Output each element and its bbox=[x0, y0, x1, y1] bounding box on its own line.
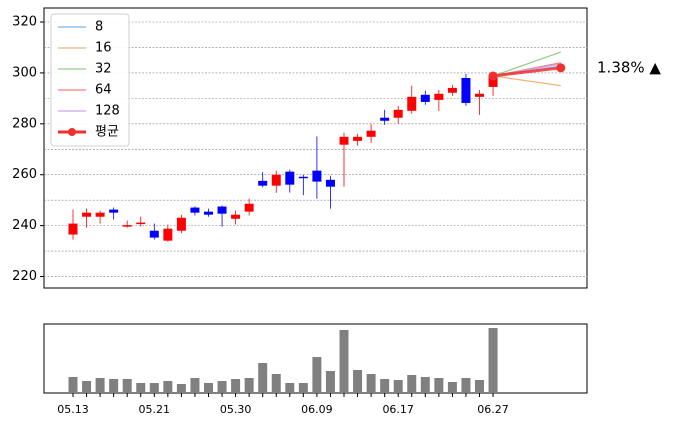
change-annotation: 1.38% ▲ bbox=[597, 59, 661, 77]
volume-bar bbox=[271, 374, 281, 393]
volume-bar bbox=[420, 377, 430, 393]
x-tick-label: 06.27 bbox=[477, 403, 509, 416]
candle-body bbox=[285, 171, 295, 185]
legend-marker bbox=[68, 128, 76, 136]
legend-label: 64 bbox=[95, 83, 112, 98]
candle-body bbox=[258, 180, 268, 186]
candle-body bbox=[298, 176, 308, 179]
candle-body bbox=[488, 74, 498, 87]
candle-body bbox=[420, 94, 430, 102]
candle-body bbox=[149, 230, 159, 238]
candle-body bbox=[190, 207, 200, 213]
candle-body bbox=[475, 93, 484, 97]
candle-body bbox=[217, 206, 227, 214]
candle-body bbox=[312, 170, 322, 182]
volume-bar bbox=[190, 378, 200, 393]
volume-bar bbox=[461, 378, 471, 393]
legend-label: 128 bbox=[95, 104, 120, 119]
volume-bar bbox=[298, 383, 308, 393]
volume-bar bbox=[122, 379, 132, 393]
projection-line bbox=[492, 75, 561, 87]
candle-body bbox=[353, 136, 363, 141]
x-tick-label: 05.21 bbox=[139, 403, 171, 416]
candle-body bbox=[109, 209, 119, 213]
volume-bar bbox=[163, 381, 173, 393]
x-tick-label: 05.13 bbox=[57, 403, 89, 416]
price-frame bbox=[43, 7, 588, 289]
candle-body bbox=[447, 87, 457, 93]
volume-bar bbox=[353, 370, 363, 393]
projection-marker bbox=[488, 71, 498, 81]
candle-body bbox=[176, 217, 186, 231]
y-tick-label: 280 bbox=[12, 116, 37, 131]
candle-body bbox=[136, 222, 146, 225]
candle-body bbox=[231, 214, 241, 219]
projection-marker bbox=[556, 63, 566, 73]
candle-body bbox=[82, 212, 92, 217]
candle-body bbox=[339, 136, 349, 145]
y-tick-label: 260 bbox=[12, 167, 37, 182]
candle-body bbox=[244, 203, 254, 212]
projection-line bbox=[492, 66, 561, 78]
legend-label: 평균 bbox=[95, 125, 119, 140]
volume-bar bbox=[434, 378, 444, 393]
legend-label: 32 bbox=[95, 62, 112, 77]
legend-box bbox=[50, 13, 130, 147]
candle-body bbox=[380, 117, 390, 121]
candle-body bbox=[366, 130, 376, 137]
legend-label: 8 bbox=[95, 20, 103, 35]
candle-body bbox=[434, 93, 444, 100]
candle-body bbox=[271, 174, 281, 186]
candle-body bbox=[122, 225, 132, 227]
volume-bar bbox=[447, 382, 457, 393]
candle-body bbox=[163, 228, 173, 241]
candle-body bbox=[68, 223, 78, 235]
volume-bar bbox=[258, 363, 268, 393]
candle-body bbox=[393, 109, 403, 118]
volume-bar bbox=[339, 330, 349, 393]
volume-bar bbox=[407, 375, 417, 393]
legend-label: 16 bbox=[95, 41, 112, 56]
volume-bar bbox=[393, 380, 403, 393]
candle-body bbox=[95, 212, 105, 217]
volume-bar bbox=[68, 377, 78, 393]
y-tick-label: 220 bbox=[12, 269, 37, 284]
volume-bar bbox=[244, 378, 254, 393]
volume-bar bbox=[109, 379, 119, 393]
candle-body bbox=[325, 179, 335, 187]
volume-bar bbox=[312, 357, 322, 393]
x-tick-label: 05.30 bbox=[220, 403, 252, 416]
volume-bar bbox=[95, 378, 105, 393]
projection-line bbox=[492, 51, 561, 77]
y-tick-label: 320 bbox=[12, 15, 37, 30]
volume-bar bbox=[149, 383, 159, 393]
volume-bar bbox=[380, 379, 390, 393]
volume-bar bbox=[176, 384, 186, 393]
volume-bar bbox=[285, 383, 295, 393]
y-tick-label: 240 bbox=[12, 218, 37, 233]
volume-bar bbox=[82, 381, 92, 393]
volume-bar bbox=[475, 380, 484, 393]
candle-body bbox=[204, 211, 213, 215]
x-tick-label: 06.17 bbox=[382, 403, 414, 416]
volume-bar bbox=[366, 374, 376, 393]
volume-bar bbox=[136, 383, 146, 393]
volume-bar bbox=[204, 383, 213, 393]
volume-bar bbox=[325, 371, 335, 393]
volume-bar bbox=[217, 381, 227, 393]
candle-body bbox=[461, 78, 471, 103]
candle-body bbox=[407, 96, 417, 111]
x-tick-label: 06.09 bbox=[301, 403, 333, 416]
volume-bar bbox=[231, 379, 241, 393]
y-tick-label: 300 bbox=[12, 65, 37, 80]
volume-bar bbox=[488, 328, 498, 393]
